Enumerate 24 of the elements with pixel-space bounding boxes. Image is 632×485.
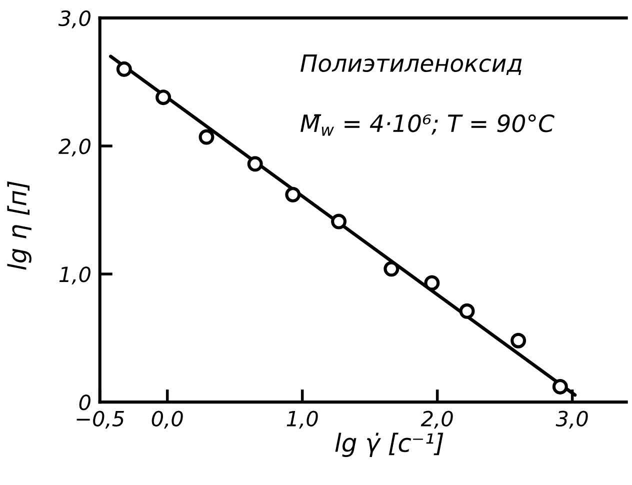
x-tick-label: 2,0: [420, 410, 453, 429]
point: [116, 61, 132, 77]
point: [424, 275, 440, 291]
y-tick-label: 0: [79, 394, 90, 410]
x-tick-label: 3,0: [556, 410, 588, 429]
point: [384, 261, 400, 277]
y-axis-title: lg η [п]: [7, 181, 32, 270]
x-tick-label: −0,5: [76, 410, 124, 429]
annotation: Полиэтиленоксид: [300, 54, 522, 75]
point: [510, 332, 526, 348]
x-axis-title: lg γ̇ [с⁻¹]: [335, 432, 444, 457]
point: [552, 378, 568, 394]
y-tick-label: 1,0: [59, 266, 90, 284]
point: [156, 90, 172, 106]
y-tick-label: 2,0: [58, 138, 90, 156]
annotation: M̄$_{w}$ = 4·10⁶; T = 90°C: [300, 114, 554, 136]
x-tick-label: 1,0: [286, 410, 318, 429]
point: [198, 129, 214, 145]
point: [247, 156, 263, 172]
x-tick-label: 0,0: [152, 410, 183, 429]
y-tick-label: 3,0: [58, 10, 90, 28]
point: [331, 214, 347, 230]
point: [285, 186, 301, 202]
point: [459, 303, 475, 319]
